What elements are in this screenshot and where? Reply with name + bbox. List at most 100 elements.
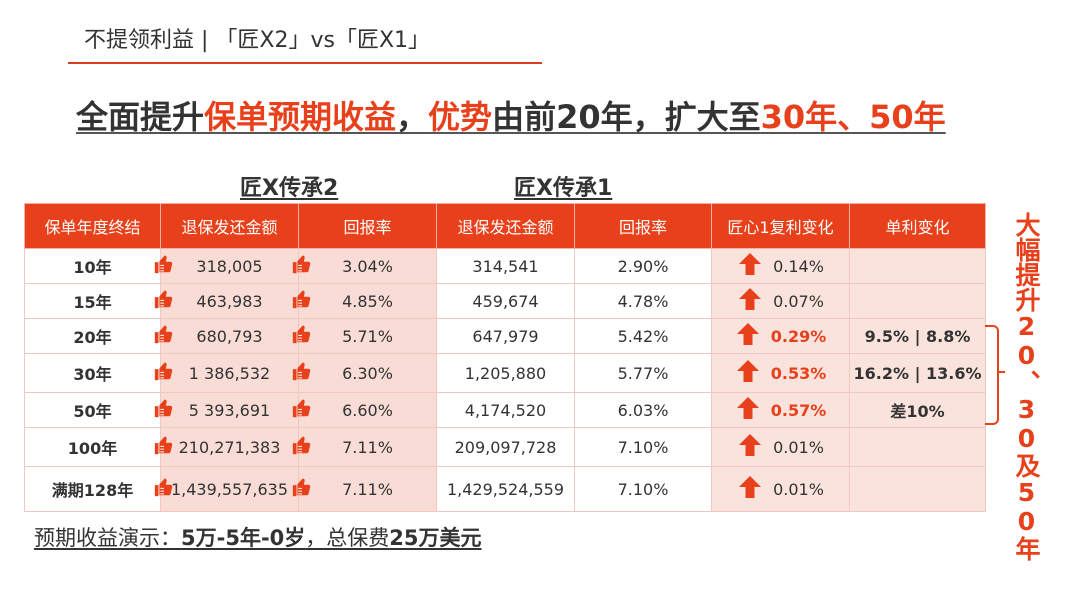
up-arrow-icon	[735, 322, 761, 350]
table-row: 30年 1 386,532 6.30% 1,205,880 5.77% 0.53% 16.2…	[24, 353, 986, 393]
x1-rate-cell: 2.90%	[574, 248, 712, 284]
simple-change-cell	[849, 427, 986, 467]
x2-amount-cell: 463,983	[154, 283, 299, 319]
x2-amount-cell: 318,005	[154, 248, 299, 284]
side-note: 大幅提升20、30及50年	[1012, 212, 1041, 561]
x2-rate-cell: 6.60%	[292, 392, 437, 428]
thumbs-up-icon	[153, 434, 175, 460]
headline-part-1: 全面提升	[76, 98, 205, 136]
headline-part-2: 保单预期收益	[204, 98, 397, 136]
x2-rate: 4.85%	[342, 291, 393, 311]
x1-amount-cell: 1,205,880	[436, 353, 575, 393]
header-x2-rate: 回报率	[298, 203, 437, 249]
thumbs-up-icon	[291, 253, 313, 279]
compound-change-cell: 0.01%	[711, 466, 850, 512]
table-row: 100年 210,271,383 7.11% 209,097,728 7.10% 0.01…	[24, 427, 986, 467]
up-arrow-icon	[737, 433, 763, 461]
footer-note: 预期收益演示：5万-5年-0岁，总保费25万美元	[34, 522, 482, 552]
header-year: 保单年度终结	[24, 203, 161, 249]
thumbs-up-icon	[153, 323, 175, 349]
compound-change: 0.01%	[773, 437, 824, 457]
header-x2-amount: 退保发还金额	[160, 203, 299, 249]
up-arrow-icon	[737, 287, 763, 315]
thumbs-up-icon	[153, 288, 175, 314]
x1-rate-cell: 5.77%	[574, 353, 712, 393]
headline: 全面提升保单预期收益，优势由前20年，扩大至30年、50年	[76, 92, 946, 138]
x1-amount-cell: 647,979	[436, 318, 575, 354]
up-arrow-icon	[737, 252, 763, 280]
x1-rate-cell: 7.10%	[574, 466, 712, 512]
table-row: 50年 5 393,691 6.60% 4,174,520 6.03% 0.57% 差10%	[24, 392, 986, 428]
x1-rate-cell: 6.03%	[574, 392, 712, 428]
footer-part-3: ，总保费	[305, 526, 390, 550]
header-simple-change: 单利变化	[849, 203, 986, 249]
table-row: 20年 680,793 5.71% 647,979 5.42% 0.29% 9.5% | 8…	[24, 318, 986, 354]
x2-amount: 1,439,557,635	[170, 479, 289, 499]
x2-rate-cell: 7.11%	[292, 466, 437, 512]
table-row: 满期128年 1,439,557,635 7.11% 1,429,524,559 7.1…	[24, 466, 986, 512]
thumbs-up-icon	[291, 360, 313, 386]
compound-change-cell: 0.57%	[711, 392, 850, 428]
simple-change-cell	[849, 248, 986, 284]
header-compound-change: 匠心1复利变化	[711, 203, 850, 249]
x1-rate-cell: 4.78%	[574, 283, 712, 319]
x1-amount-cell: 314,541	[436, 248, 575, 284]
compound-change-cell: 0.53%	[711, 353, 850, 393]
compound-change: 0.07%	[773, 291, 824, 311]
x2-amount-cell: 1 386,532	[154, 353, 299, 393]
x2-amount: 318,005	[196, 256, 263, 276]
headline-part-6: 30年、50年	[760, 98, 946, 136]
x1-amount-cell: 209,097,728	[436, 427, 575, 467]
year-cell: 10年	[24, 248, 161, 284]
x2-amount-cell: 210,271,383	[154, 427, 299, 467]
year-cell: 满期128年	[24, 466, 161, 512]
group-label-x2: 匠X传承2	[240, 176, 339, 201]
header-x1-rate: 回报率	[574, 203, 712, 249]
x2-rate-cell: 5.71%	[292, 318, 437, 354]
group-label-x1: 匠X传承1	[514, 176, 613, 201]
headline-part-4: 优势	[428, 98, 493, 136]
simple-change-cell: 9.5% | 8.8%	[849, 318, 986, 354]
compound-change: 0.01%	[773, 479, 824, 499]
headline-part-3: ，	[396, 98, 429, 136]
up-arrow-icon	[735, 359, 761, 387]
slide-header: 不提领利益 | 「匠X2」vs「匠X1」	[84, 28, 431, 53]
x2-rate: 6.60%	[342, 400, 393, 420]
year-cell: 100年	[24, 427, 161, 467]
compound-change-cell: 0.07%	[711, 283, 850, 319]
simple-change-cell	[849, 466, 986, 512]
compound-change-cell: 0.01%	[711, 427, 850, 467]
x2-amount-cell: 5 393,691	[154, 392, 299, 428]
footer-part-2: 5万-5年-0岁	[181, 526, 306, 550]
header-underline	[68, 62, 542, 64]
thumbs-up-icon	[291, 476, 313, 502]
simple-change-cell: 差10%	[849, 392, 986, 428]
bracket	[985, 325, 999, 425]
year-cell: 30年	[24, 353, 161, 393]
thumbs-up-icon	[153, 360, 175, 386]
headline-part-5: 由前20年，扩大至	[492, 98, 761, 136]
up-arrow-icon	[737, 475, 763, 503]
table-row: 15年 463,983 4.85% 459,674 4.78% 0.07%	[24, 283, 986, 319]
x1-rate-cell: 5.42%	[574, 318, 712, 354]
x2-rate: 7.11%	[342, 437, 393, 457]
x2-rate-cell: 3.04%	[292, 248, 437, 284]
table-header-row: 保单年度终结 退保发还金额 回报率 退保发还金额 回报率 匠心1复利变化 单利变…	[24, 203, 986, 249]
x1-amount-cell: 459,674	[436, 283, 575, 319]
year-cell: 50年	[24, 392, 161, 428]
x1-amount-cell: 4,174,520	[436, 392, 575, 428]
simple-change-cell: 16.2% | 13.6%	[849, 353, 986, 393]
x1-rate-cell: 7.10%	[574, 427, 712, 467]
thumbs-up-icon	[153, 253, 175, 279]
x2-amount: 680,793	[196, 326, 263, 346]
thumbs-up-icon	[291, 288, 313, 314]
thumbs-up-icon	[291, 397, 313, 423]
compound-change: 0.14%	[773, 256, 824, 276]
compound-change: 0.53%	[770, 363, 827, 383]
x2-amount-cell: 680,793	[154, 318, 299, 354]
thumbs-up-icon	[153, 476, 175, 502]
thumbs-up-icon	[153, 397, 175, 423]
x1-amount-cell: 1,429,524,559	[436, 466, 575, 512]
x2-amount-cell: 1,439,557,635	[154, 466, 299, 512]
compound-change: 0.57%	[770, 400, 827, 420]
